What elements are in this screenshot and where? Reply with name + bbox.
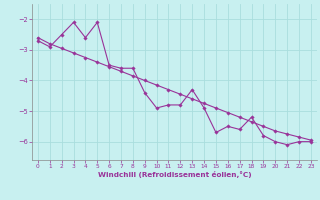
X-axis label: Windchill (Refroidissement éolien,°C): Windchill (Refroidissement éolien,°C) <box>98 171 251 178</box>
